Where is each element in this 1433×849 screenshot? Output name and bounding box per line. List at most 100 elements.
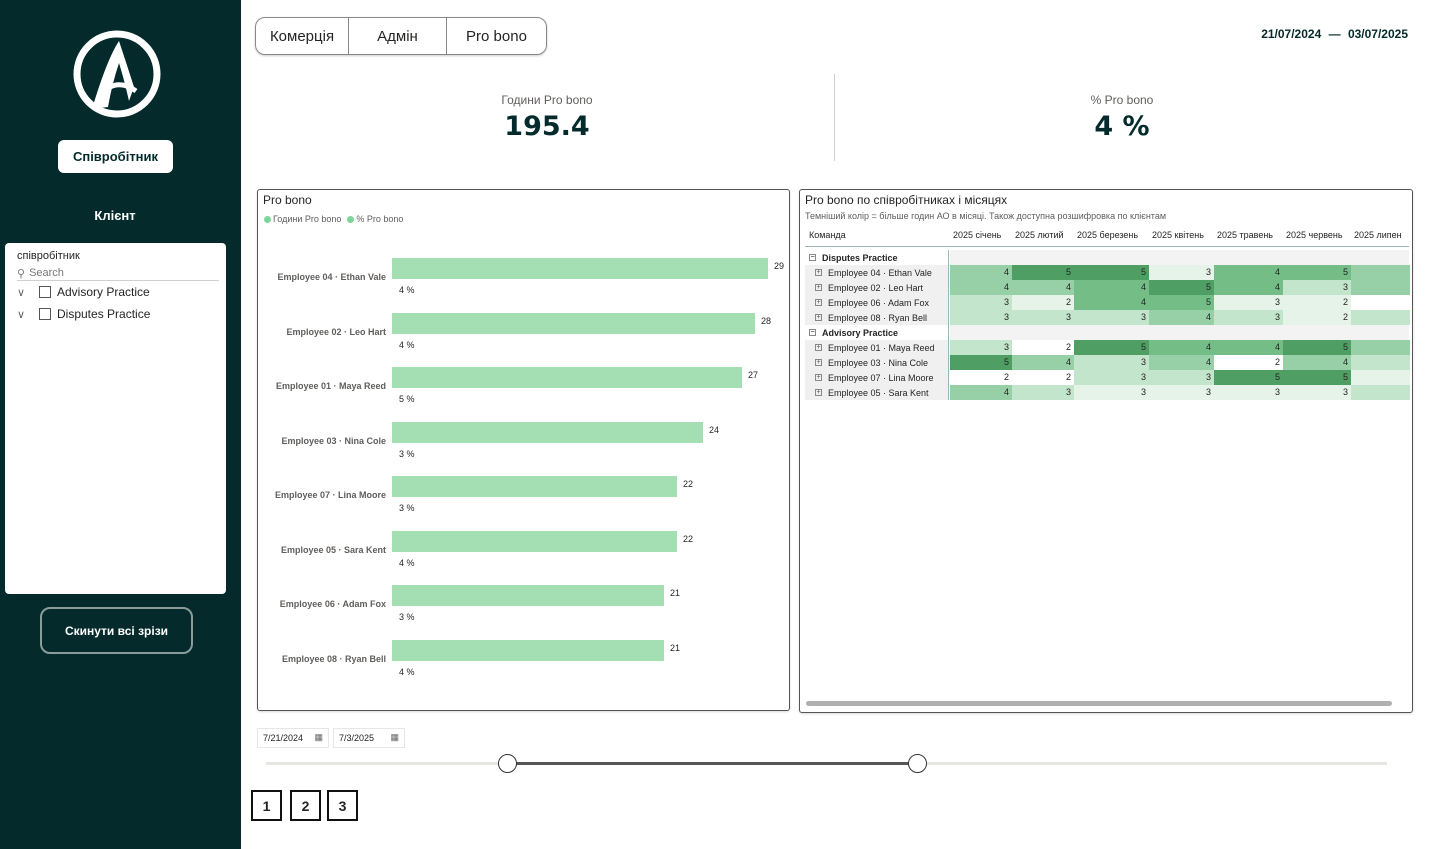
reset-filters-button[interactable]: Скинути всі зрізи <box>40 607 193 654</box>
employee-button[interactable]: Співробітник <box>58 140 173 173</box>
bar[interactable] <box>392 421 703 443</box>
tab-pro-bono[interactable]: Pro bono <box>466 27 527 45</box>
bar-row[interactable]: Employee 05 · Sara Kent 22 4 % <box>258 530 791 585</box>
matrix-cell[interactable]: 2 <box>1012 340 1074 355</box>
matrix-cell[interactable]: 3 <box>950 295 1012 310</box>
page-button-2[interactable]: 2 <box>290 790 321 821</box>
matrix-cell[interactable]: 5 <box>1012 265 1074 280</box>
matrix-cell[interactable]: 4 <box>1012 355 1074 370</box>
collapse-icon[interactable]: − <box>809 329 816 336</box>
matrix-cell[interactable] <box>1351 355 1410 370</box>
matrix-cell[interactable] <box>1351 385 1410 400</box>
checkbox[interactable] <box>39 308 51 320</box>
slicer-item-disputes[interactable]: ∨ Disputes Practice <box>17 306 150 322</box>
tab-commerce[interactable]: Комерція <box>256 18 349 54</box>
matrix-cell[interactable]: 4 <box>1149 310 1214 325</box>
matrix-cell[interactable]: 2 <box>1283 295 1351 310</box>
matrix-row[interactable]: + Employee 03 · Nina Cole 5 4 3 4 2 4 <box>805 355 1410 370</box>
bar[interactable] <box>392 639 664 661</box>
matrix-cell[interactable]: 3 <box>1149 385 1214 400</box>
matrix-row[interactable]: + Employee 07 · Lina Moore 2 2 3 3 5 5 <box>805 370 1410 385</box>
expand-icon[interactable]: + <box>815 359 822 366</box>
matrix-row[interactable]: + Employee 01 · Maya Reed 3 2 5 4 4 5 <box>805 340 1410 355</box>
start-date-input[interactable]: 7/21/2024 ▦ <box>257 728 329 748</box>
client-label[interactable]: Клієнт <box>94 208 136 223</box>
matrix-row[interactable]: + Employee 05 · Sara Kent 4 3 3 3 3 3 <box>805 385 1410 400</box>
matrix-column-header[interactable]: 2025 липен <box>1354 230 1402 240</box>
matrix-group-row[interactable]: − Advisory Practice <box>805 325 1409 340</box>
matrix-cell[interactable]: 2 <box>1012 295 1074 310</box>
matrix-cell[interactable] <box>1351 370 1410 385</box>
matrix-column-header[interactable]: 2025 червень <box>1286 230 1343 240</box>
pro-bono-matrix[interactable]: Pro bono по співробітниках і місяцях Тем… <box>799 189 1413 713</box>
matrix-cell[interactable]: 4 <box>950 280 1012 295</box>
bar[interactable] <box>392 258 768 279</box>
matrix-cell[interactable]: 3 <box>950 340 1012 355</box>
matrix-cell[interactable]: 3 <box>950 310 1012 325</box>
matrix-cell[interactable] <box>1351 265 1410 280</box>
matrix-column-header[interactable]: 2025 лютий <box>1015 230 1064 240</box>
matrix-cell[interactable]: 3 <box>1074 370 1149 385</box>
expand-icon[interactable]: + <box>815 374 822 381</box>
expand-icon[interactable]: + <box>815 269 822 276</box>
calendar-icon[interactable]: ▦ <box>390 732 399 742</box>
bar[interactable] <box>392 312 755 334</box>
matrix-cell[interactable]: 2 <box>1214 355 1283 370</box>
matrix-cell[interactable]: 5 <box>1283 370 1351 385</box>
matrix-cell[interactable]: 5 <box>1283 340 1351 355</box>
matrix-column-header[interactable]: 2025 січень <box>953 230 1002 240</box>
expand-icon[interactable]: + <box>815 314 822 321</box>
search-input[interactable]: Search <box>29 267 64 279</box>
tab-admin[interactable]: Адмін <box>349 18 447 54</box>
matrix-cell[interactable]: 4 <box>1074 280 1149 295</box>
matrix-cell[interactable]: 2 <box>950 370 1012 385</box>
matrix-cell[interactable]: 5 <box>1149 280 1214 295</box>
expand-icon[interactable]: + <box>815 299 822 306</box>
matrix-cell[interactable]: 3 <box>1283 385 1351 400</box>
chevron-down-icon[interactable]: ∨ <box>17 308 26 321</box>
slicer-item-advisory[interactable]: ∨ Advisory Practice <box>17 284 150 300</box>
matrix-cell[interactable]: 5 <box>950 355 1012 370</box>
page-button-1[interactable]: 1 <box>251 790 282 821</box>
bar-row[interactable]: Employee 08 · Ryan Bell 21 4 % <box>258 639 791 694</box>
bar-row[interactable]: Employee 01 · Maya Reed 27 5 % <box>258 367 791 421</box>
matrix-cell[interactable]: 3 <box>1214 295 1283 310</box>
matrix-cell[interactable] <box>1351 310 1410 325</box>
calendar-icon[interactable]: ▦ <box>314 732 323 742</box>
bar-row[interactable]: Employee 03 · Nina Cole 24 3 % <box>258 421 791 476</box>
matrix-cell[interactable]: 4 <box>1214 280 1283 295</box>
matrix-cell[interactable]: 3 <box>1012 310 1074 325</box>
matrix-cell[interactable]: 3 <box>1074 385 1149 400</box>
bar-row[interactable]: Employee 07 · Lina Moore 22 3 % <box>258 476 791 530</box>
matrix-cell[interactable]: 3 <box>1214 385 1283 400</box>
matrix-cell[interactable]: 3 <box>1074 310 1149 325</box>
matrix-cell[interactable]: 4 <box>1214 340 1283 355</box>
matrix-cell[interactable]: 3 <box>1012 385 1074 400</box>
matrix-cell[interactable]: 3 <box>1283 280 1351 295</box>
matrix-column-header[interactable]: 2025 березень <box>1077 230 1139 240</box>
matrix-cell[interactable] <box>1351 280 1410 295</box>
matrix-row[interactable]: + Employee 06 · Adam Fox 3 2 4 5 3 2 <box>805 295 1410 310</box>
matrix-cell[interactable]: 4 <box>1283 355 1351 370</box>
matrix-row[interactable]: + Employee 02 · Leo Hart 4 4 4 5 4 3 <box>805 280 1410 295</box>
matrix-cell[interactable]: 3 <box>1149 265 1214 280</box>
pro-bono-bar-chart[interactable]: Pro bono Години Pro bono % Pro bono Empl… <box>257 189 790 711</box>
matrix-cell[interactable]: 5 <box>1149 295 1214 310</box>
bar[interactable] <box>392 476 677 497</box>
bar-row[interactable]: Employee 04 · Ethan Vale 29 4 % <box>258 258 791 312</box>
matrix-cell[interactable]: 4 <box>950 265 1012 280</box>
expand-icon[interactable]: + <box>815 389 822 396</box>
date-slider-end-handle[interactable] <box>908 754 928 773</box>
page-button-3[interactable]: 3 <box>327 790 358 821</box>
matrix-cell[interactable]: 4 <box>1149 355 1214 370</box>
bar-row[interactable]: Employee 06 · Adam Fox 21 3 % <box>258 585 791 639</box>
horizontal-scrollbar[interactable] <box>806 701 1392 706</box>
matrix-row[interactable]: + Employee 08 · Ryan Bell 3 3 3 4 3 2 <box>805 310 1410 325</box>
slicer-search[interactable]: ⚲ Search <box>17 266 219 281</box>
date-slider-start-handle[interactable] <box>498 754 518 773</box>
bar[interactable] <box>392 530 677 552</box>
matrix-cell[interactable]: 4 <box>1149 340 1214 355</box>
matrix-column-header[interactable]: 2025 травень <box>1217 230 1273 240</box>
matrix-group-row[interactable]: − Disputes Practice <box>805 250 1409 265</box>
checkbox[interactable] <box>39 286 51 298</box>
